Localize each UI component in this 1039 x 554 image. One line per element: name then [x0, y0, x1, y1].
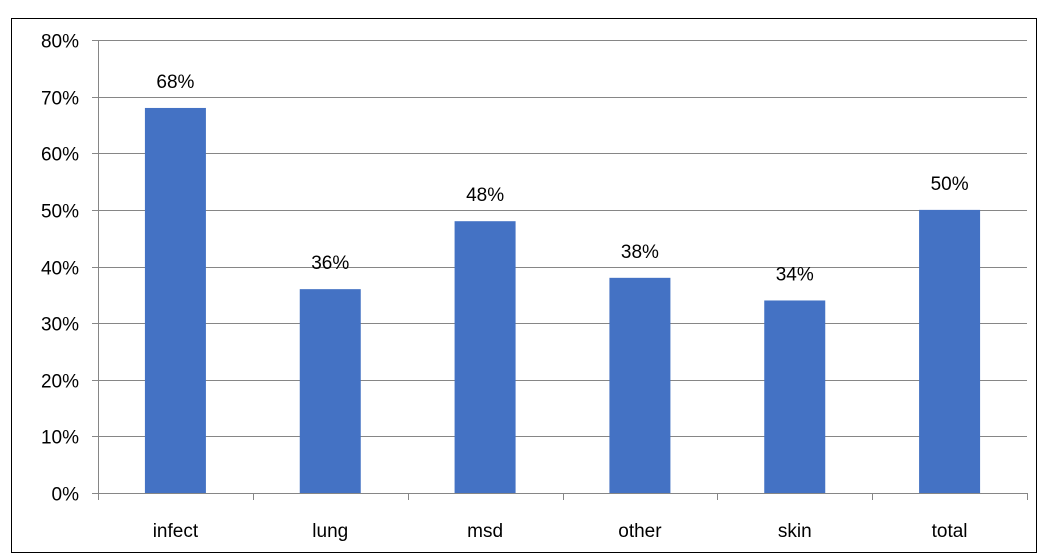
data-label-msd: 48% — [466, 185, 504, 206]
bar-skin — [764, 300, 826, 493]
bar-infect — [144, 107, 206, 493]
y-tick-label: 50% — [41, 202, 79, 223]
y-tick-label: 30% — [41, 315, 79, 336]
data-label-total: 50% — [931, 174, 969, 195]
data-labels: 68% 36% 48% 38% 34% 50% — [156, 72, 968, 286]
bar-total — [919, 209, 981, 493]
chart-area-border — [11, 18, 1037, 553]
y-axis-tick-labels: 0% 10% 20% 30% 40% 50% 60% 70% 80% — [41, 32, 79, 506]
data-label-skin: 34% — [776, 264, 814, 285]
x-tick-label-other: other — [618, 521, 662, 542]
bar-other — [609, 277, 671, 493]
y-tick-label: 80% — [41, 32, 79, 53]
y-tick-label: 20% — [41, 372, 79, 393]
x-tick-label-lung: lung — [312, 521, 348, 542]
y-tick-label: 40% — [41, 259, 79, 280]
axes — [92, 40, 1028, 500]
x-axis-tick-labels: infect lung msd other skin total — [153, 521, 968, 542]
gridlines — [98, 40, 1027, 437]
bar-lung — [299, 289, 361, 493]
x-tick-label-msd: msd — [467, 521, 503, 542]
y-tick-label: 70% — [41, 89, 79, 110]
data-label-other: 38% — [621, 242, 659, 263]
y-tick-label: 60% — [41, 145, 79, 166]
bars — [144, 107, 981, 493]
y-tick-label: 10% — [41, 428, 79, 449]
x-tick-label-infect: infect — [153, 521, 199, 542]
y-tick-label: 0% — [52, 485, 80, 506]
data-label-infect: 68% — [156, 72, 194, 93]
x-tick-label-skin: skin — [778, 521, 812, 542]
data-label-lung: 36% — [311, 253, 349, 274]
bar-msd — [454, 221, 516, 493]
x-tick-label-total: total — [932, 521, 968, 542]
